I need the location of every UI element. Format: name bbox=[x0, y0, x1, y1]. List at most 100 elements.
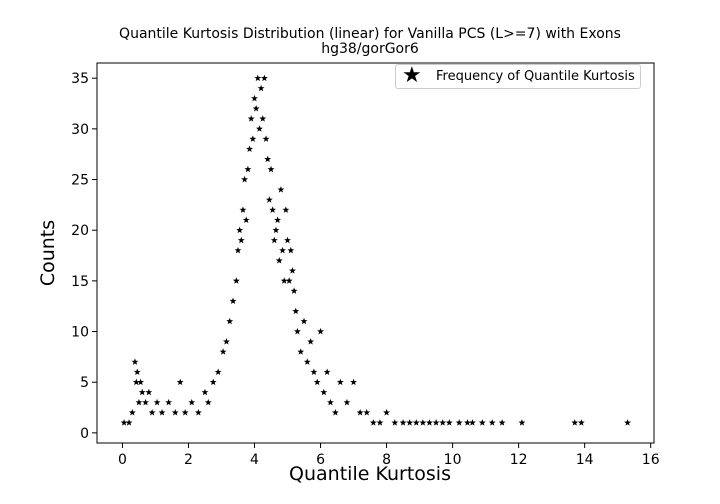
data-point bbox=[369, 419, 377, 426]
data-point bbox=[284, 236, 291, 244]
y-axis-label: Counts bbox=[37, 219, 59, 287]
data-point bbox=[577, 419, 585, 426]
data-point bbox=[376, 419, 384, 426]
data-point bbox=[300, 317, 308, 325]
data-point bbox=[246, 145, 253, 153]
data-point bbox=[336, 378, 344, 386]
axis-ticks: 0 2 4 6 8 10 12 14 16 0 5 10 15 20 25 30 35 bbox=[71, 71, 660, 468]
x-tick-label: 10 bbox=[444, 452, 462, 468]
y-tick-label: 35 bbox=[71, 71, 89, 87]
x-tick-label: 12 bbox=[510, 452, 528, 468]
data-point bbox=[257, 84, 265, 92]
data-point bbox=[303, 358, 311, 365]
data-point bbox=[131, 358, 139, 365]
data-point bbox=[133, 368, 141, 375]
data-point bbox=[125, 419, 133, 426]
data-point bbox=[188, 398, 196, 406]
data-point bbox=[226, 317, 234, 325]
data-point bbox=[239, 206, 247, 213]
data-point bbox=[356, 409, 364, 416]
data-point bbox=[269, 206, 277, 213]
data-point bbox=[214, 368, 222, 375]
data-point bbox=[234, 246, 242, 254]
data-point bbox=[171, 409, 179, 416]
y-tick-label: 10 bbox=[71, 325, 89, 341]
data-point bbox=[289, 267, 296, 274]
chart-title: Quantile Kurtosis Distribution (linear) … bbox=[119, 26, 621, 42]
data-point bbox=[128, 409, 136, 416]
x-tick-label: 2 bbox=[184, 452, 193, 468]
data-point bbox=[252, 105, 260, 112]
data-point bbox=[138, 388, 146, 396]
data-point bbox=[262, 135, 270, 142]
data-point bbox=[468, 419, 476, 426]
y-tick-label: 5 bbox=[80, 375, 89, 391]
chart-subtitle: hg38/gorGor6 bbox=[321, 41, 419, 57]
data-point bbox=[432, 419, 440, 426]
data-point bbox=[293, 327, 301, 335]
data-point bbox=[383, 409, 390, 416]
data-point bbox=[272, 226, 280, 234]
data-point bbox=[350, 378, 357, 386]
data-point bbox=[313, 378, 321, 386]
axes-frame bbox=[96, 62, 655, 444]
data-point bbox=[290, 287, 298, 294]
data-point bbox=[307, 338, 315, 345]
data-point bbox=[331, 409, 339, 416]
data-point bbox=[201, 388, 209, 396]
data-point bbox=[439, 419, 447, 426]
x-tick-label: 4 bbox=[250, 452, 259, 468]
star-icon: ★ bbox=[402, 63, 422, 88]
data-point bbox=[142, 398, 149, 406]
data-point bbox=[455, 419, 463, 426]
data-point bbox=[229, 297, 237, 305]
x-tick-label: 0 bbox=[118, 452, 127, 468]
data-point bbox=[518, 419, 526, 426]
data-point bbox=[419, 419, 427, 426]
legend-label: Frequency of Quantile Kurtosis bbox=[436, 69, 635, 84]
data-point bbox=[279, 246, 286, 254]
data-point bbox=[249, 135, 257, 142]
y-tick-label: 0 bbox=[80, 426, 89, 442]
data-point bbox=[236, 226, 244, 234]
x-tick-label: 6 bbox=[316, 452, 325, 468]
data-point bbox=[275, 257, 283, 264]
data-point bbox=[148, 409, 156, 416]
data-point bbox=[176, 378, 184, 386]
x-tick-label: 14 bbox=[576, 452, 594, 468]
y-tick-label: 15 bbox=[71, 274, 89, 290]
data-point bbox=[137, 378, 145, 386]
data-point bbox=[260, 74, 268, 82]
y-tick-label: 30 bbox=[71, 122, 89, 138]
data-point bbox=[320, 388, 328, 396]
data-point bbox=[209, 378, 217, 386]
data-point bbox=[399, 419, 407, 426]
data-point bbox=[287, 246, 295, 254]
data-point bbox=[265, 196, 273, 203]
data-point bbox=[223, 338, 230, 345]
data-point bbox=[259, 115, 267, 122]
data-point bbox=[327, 398, 334, 406]
data-point bbox=[285, 277, 293, 284]
data-point bbox=[363, 409, 371, 416]
data-point bbox=[571, 419, 579, 426]
data-point bbox=[232, 277, 240, 284]
data-point bbox=[204, 398, 212, 406]
data-point bbox=[323, 368, 331, 375]
data-point bbox=[158, 409, 166, 416]
data-point bbox=[282, 206, 290, 213]
data-point bbox=[181, 409, 189, 416]
data-point bbox=[274, 216, 282, 223]
data-point bbox=[426, 419, 433, 426]
x-axis-label: Quantile Kurtosis bbox=[289, 463, 451, 485]
x-tick-label: 16 bbox=[642, 452, 660, 468]
data-point bbox=[270, 236, 278, 244]
data-point bbox=[297, 348, 305, 355]
data-point bbox=[343, 398, 351, 406]
data-point bbox=[165, 398, 173, 406]
data-point bbox=[251, 94, 258, 102]
data-point bbox=[624, 419, 632, 426]
x-tick-label: 8 bbox=[382, 452, 391, 468]
